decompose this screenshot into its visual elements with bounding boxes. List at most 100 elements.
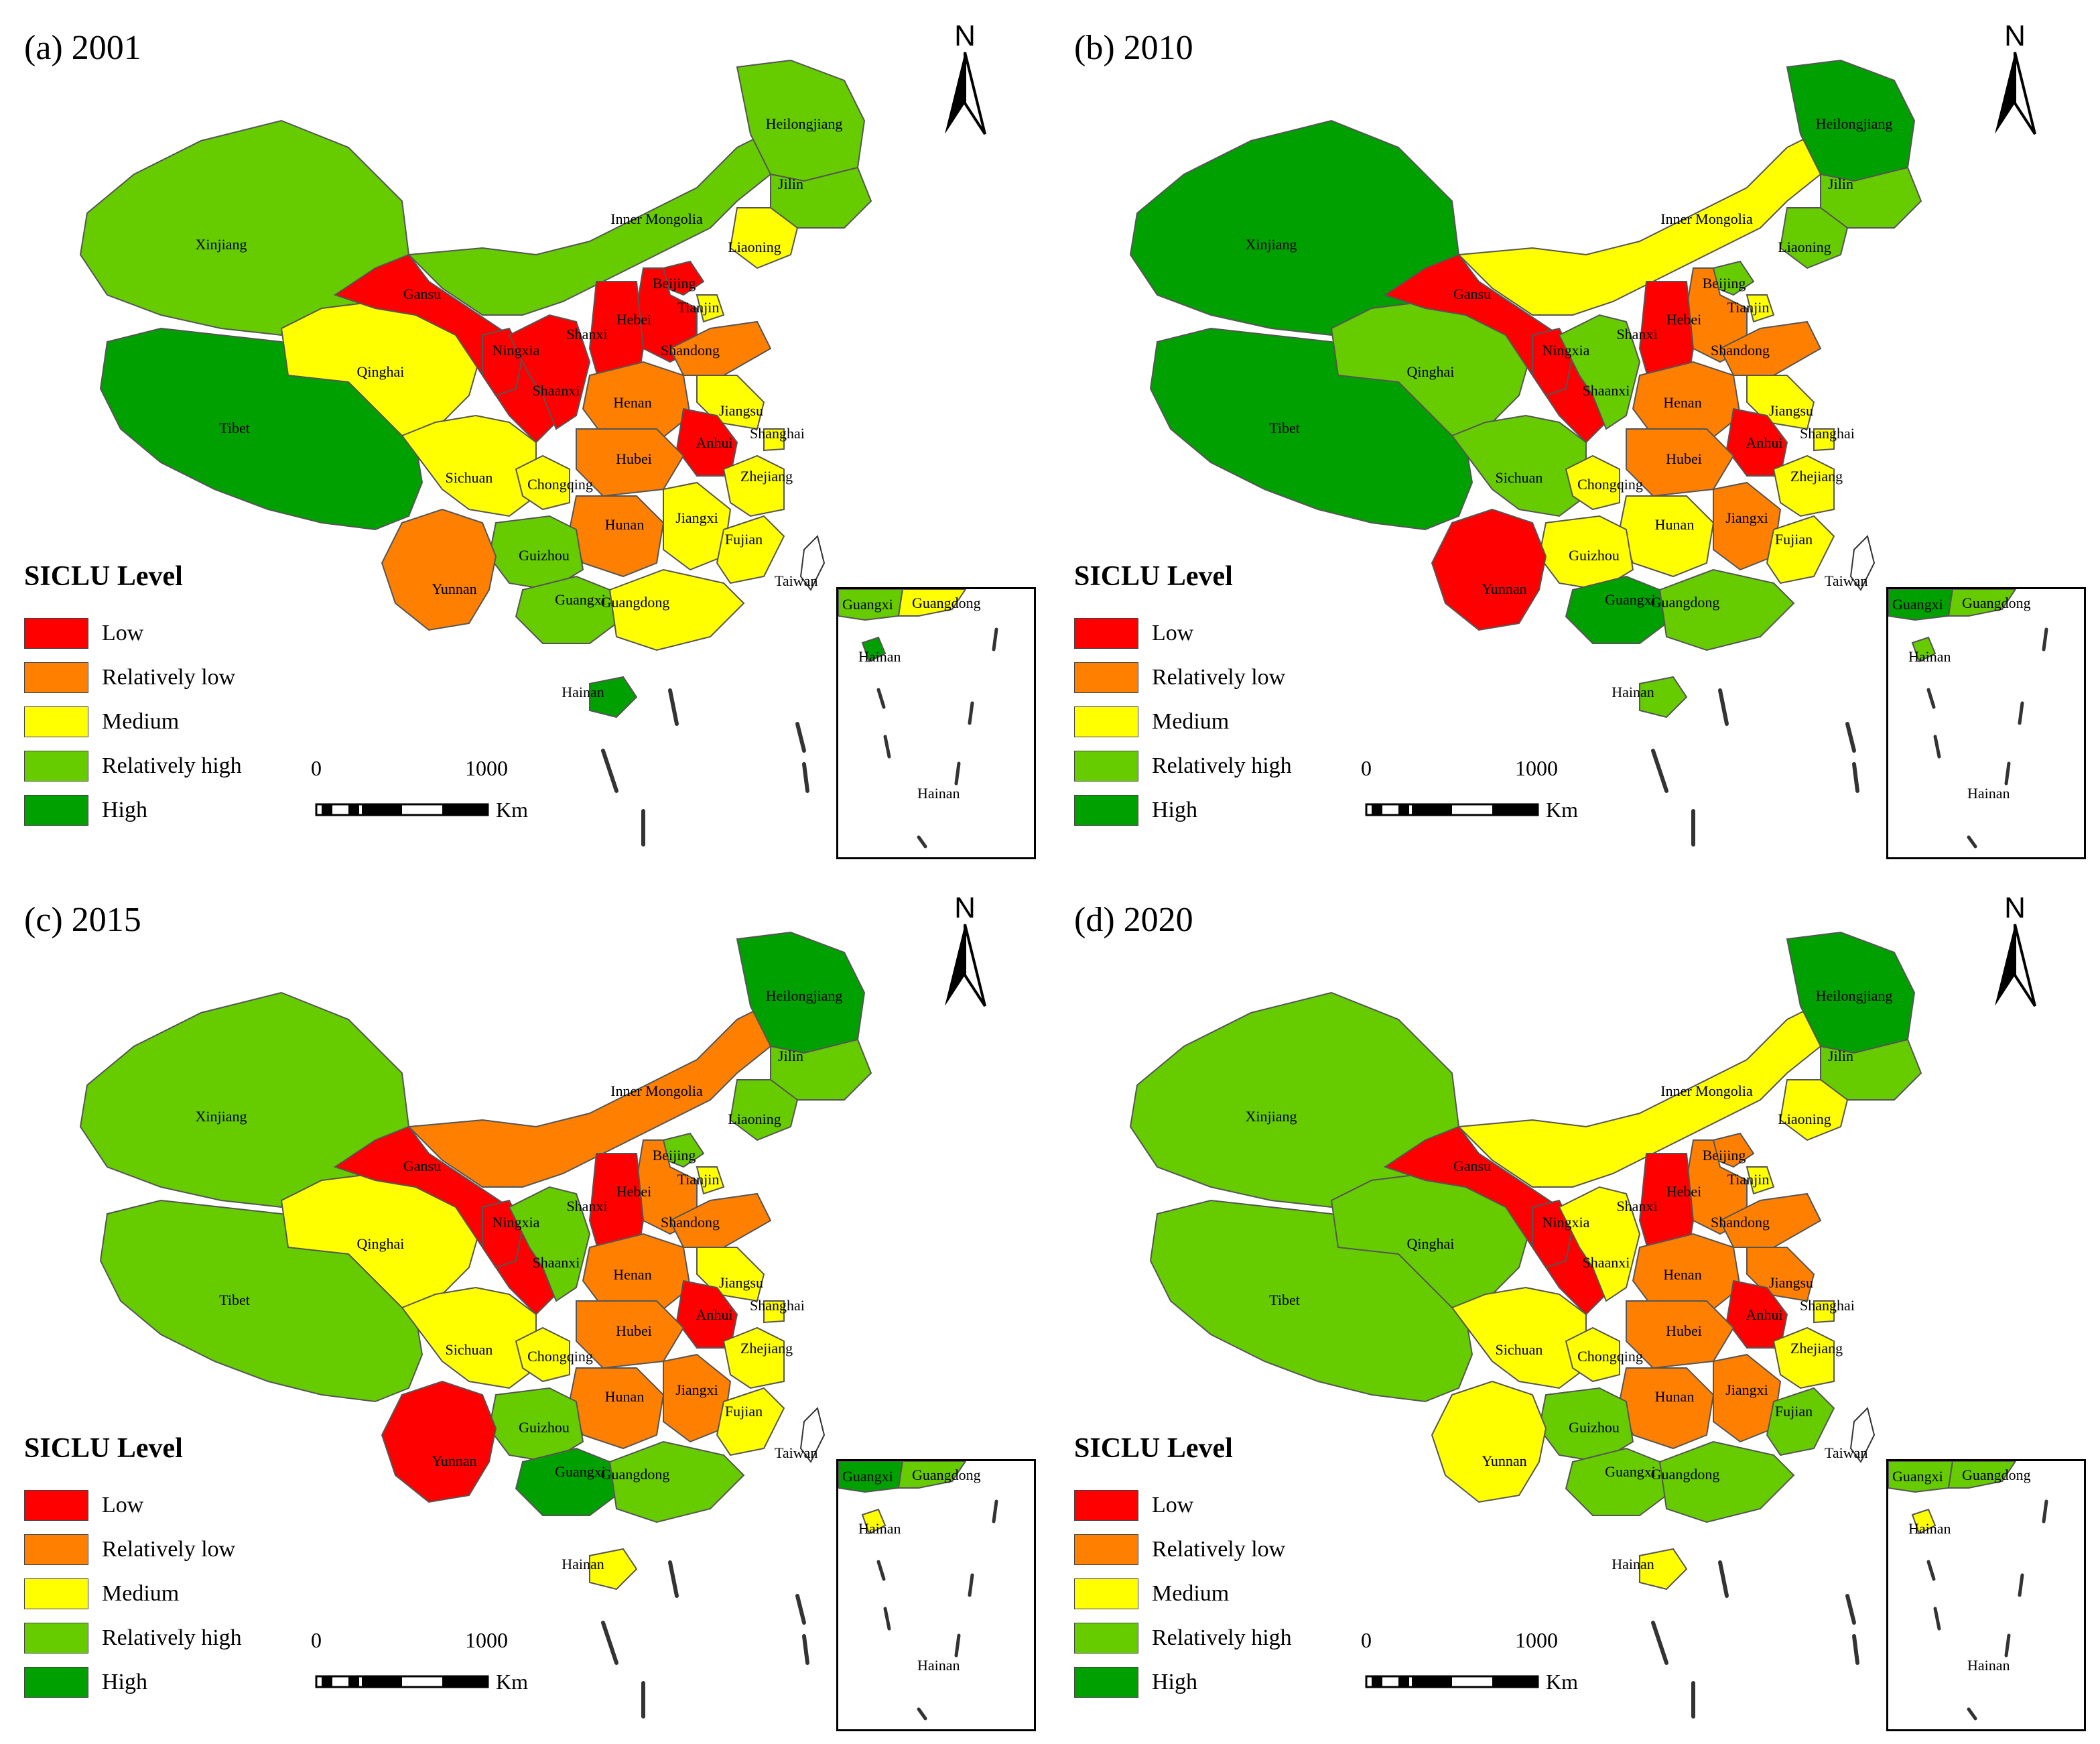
inset-guangdong xyxy=(897,589,967,617)
province-sichuan xyxy=(1451,414,1587,517)
province-label-heilongjiang: Heilongjiang xyxy=(1816,987,1893,1004)
legend-label: Relatively low xyxy=(102,665,236,690)
province-tianjin xyxy=(1746,1166,1775,1195)
province-label-ningxia: Ningxia xyxy=(1543,1214,1590,1231)
province-fujian xyxy=(1766,515,1835,584)
inset-guangxi xyxy=(838,1461,904,1493)
province-label-guangdong: Guangdong xyxy=(601,1466,670,1483)
inset-label: Hainan xyxy=(1967,785,2010,802)
province-label-jilin: Jilin xyxy=(1828,176,1853,192)
legend-label: Low xyxy=(102,1493,144,1517)
inset-boundary-dash xyxy=(968,1573,974,1597)
inset-label: Guangxi xyxy=(1892,1468,1943,1485)
scale-start-label: 0 xyxy=(1361,1628,1372,1652)
sea-boundary-dash xyxy=(795,1594,806,1625)
province-label-hainan: Hainan xyxy=(562,684,604,700)
sea-boundary-dash xyxy=(802,1634,809,1665)
province-label-jiangsu: Jiangsu xyxy=(1769,402,1813,419)
province-taiwan xyxy=(1849,535,1876,591)
province-taiwan xyxy=(1849,1407,1876,1463)
province-ningxia xyxy=(1532,327,1574,397)
province-label-hainan: Hainan xyxy=(1612,684,1654,700)
scale-unit-label: Km xyxy=(1546,1670,1578,1694)
province-label-xinjiang: Xinjiang xyxy=(1246,1108,1297,1125)
sea-boundary-dash xyxy=(1845,722,1856,753)
legend-label: High xyxy=(102,1670,147,1694)
north-label: N xyxy=(2004,891,2026,924)
legend-label: Medium xyxy=(102,709,180,734)
scale-bar-segment xyxy=(442,1676,488,1687)
inset-boundary-dash xyxy=(2042,627,2048,651)
province-label-hebei: Hebei xyxy=(1666,311,1702,328)
legend-swatch xyxy=(1074,662,1138,693)
inset-boundary-dash xyxy=(992,627,998,651)
map-panel: Taiwan Xinjiang Tibet Qinghai Gansu Inner Mon… xyxy=(0,0,1050,872)
province-label-jilin: Jilin xyxy=(1828,1048,1853,1064)
panel-title: (c) 2015 xyxy=(24,901,141,939)
province-label-fujian: Fujian xyxy=(1775,531,1813,548)
legend-label: Medium xyxy=(1152,709,1230,734)
inset-hainan xyxy=(861,1508,887,1535)
province-inner-mongolia xyxy=(1457,1005,1822,1188)
province-map: Taiwan Xinjiang Tibet Qinghai Gansu Inner Mon… xyxy=(1129,59,1922,847)
province-label-fujian: Fujian xyxy=(1775,1403,1813,1420)
province-label-guizhou: Guizhou xyxy=(519,1419,570,1436)
legend-swatch xyxy=(24,662,88,693)
province-label-jiangxi: Jiangxi xyxy=(675,509,718,526)
province-label-gansu: Gansu xyxy=(403,1158,441,1174)
legend-swatch xyxy=(1074,1490,1138,1521)
scale-bar-segment xyxy=(1372,1676,1382,1687)
province-label-zhejiang: Zhejiang xyxy=(1790,1340,1843,1357)
scale-start-label: 0 xyxy=(311,1628,322,1652)
scale-bar xyxy=(1365,1675,1539,1688)
legend-swatch xyxy=(24,1490,88,1521)
inset-boundary-dash xyxy=(1926,688,1936,709)
province-label-sichuan: Sichuan xyxy=(446,1341,493,1358)
sea-boundary-dash xyxy=(1852,1634,1859,1665)
panel-title: (d) 2020 xyxy=(1074,901,1193,939)
inset-guangxi xyxy=(1888,589,1954,621)
province-label-beijing: Beijing xyxy=(653,1147,696,1164)
province-label-sichuan: Sichuan xyxy=(446,469,493,486)
province-label-qinghai: Qinghai xyxy=(1407,1235,1455,1252)
scale-end-label: 1000 xyxy=(465,756,508,780)
province-label-anhui: Anhui xyxy=(696,1306,733,1323)
inset-label: Hainan xyxy=(1908,648,1951,665)
province-liaoning xyxy=(729,1079,799,1141)
province-label-taiwan: Taiwan xyxy=(775,572,817,589)
province-label-shandong: Shandong xyxy=(661,342,720,359)
sea-boundary-dash xyxy=(601,1621,618,1665)
province-map: Taiwan Xinjiang Tibet Qinghai Gansu Inner Mon… xyxy=(79,931,872,1719)
province-taiwan xyxy=(799,1407,826,1463)
province-hunan xyxy=(1618,1367,1715,1450)
province-guangxi xyxy=(1565,575,1668,644)
legend-swatch xyxy=(24,1578,88,1609)
province-label-heilongjiang: Heilongjiang xyxy=(766,987,843,1004)
province-zhejiang xyxy=(722,454,785,517)
legend-label: Low xyxy=(1152,621,1194,645)
province-label-fujian: Fujian xyxy=(725,531,763,548)
province-shaanxi xyxy=(1558,314,1641,430)
inset-label: Hainan xyxy=(858,648,901,665)
province-label-jiangxi: Jiangxi xyxy=(675,1381,718,1398)
province-label-hunan: Hunan xyxy=(1655,1388,1695,1405)
north-label: N xyxy=(2004,19,2026,52)
north-arrow: N xyxy=(938,16,992,140)
legend-swatch xyxy=(1074,618,1138,649)
inset-label: Hainan xyxy=(1908,1520,1951,1537)
province-label-shandong: Shandong xyxy=(1711,1214,1770,1231)
province-label-xinjiang: Xinjiang xyxy=(196,236,247,253)
inset-boundary-dash xyxy=(1926,1560,1936,1581)
north-arrow: N xyxy=(1988,16,2042,140)
scale-bar-segment xyxy=(1398,804,1409,815)
province-chongqing xyxy=(1565,454,1620,511)
legend-swatch xyxy=(24,1534,88,1565)
legend-swatch xyxy=(1074,1578,1138,1609)
scale-bar xyxy=(315,1675,489,1688)
scale-bar xyxy=(1365,803,1539,816)
legend-title: SICLU Level xyxy=(1074,1433,1233,1464)
province-label-henan: Henan xyxy=(613,1266,651,1283)
province-label-hubei: Hubei xyxy=(616,450,652,467)
province-yunnan xyxy=(1431,508,1547,631)
province-label-jiangsu: Jiangsu xyxy=(1769,1274,1813,1291)
